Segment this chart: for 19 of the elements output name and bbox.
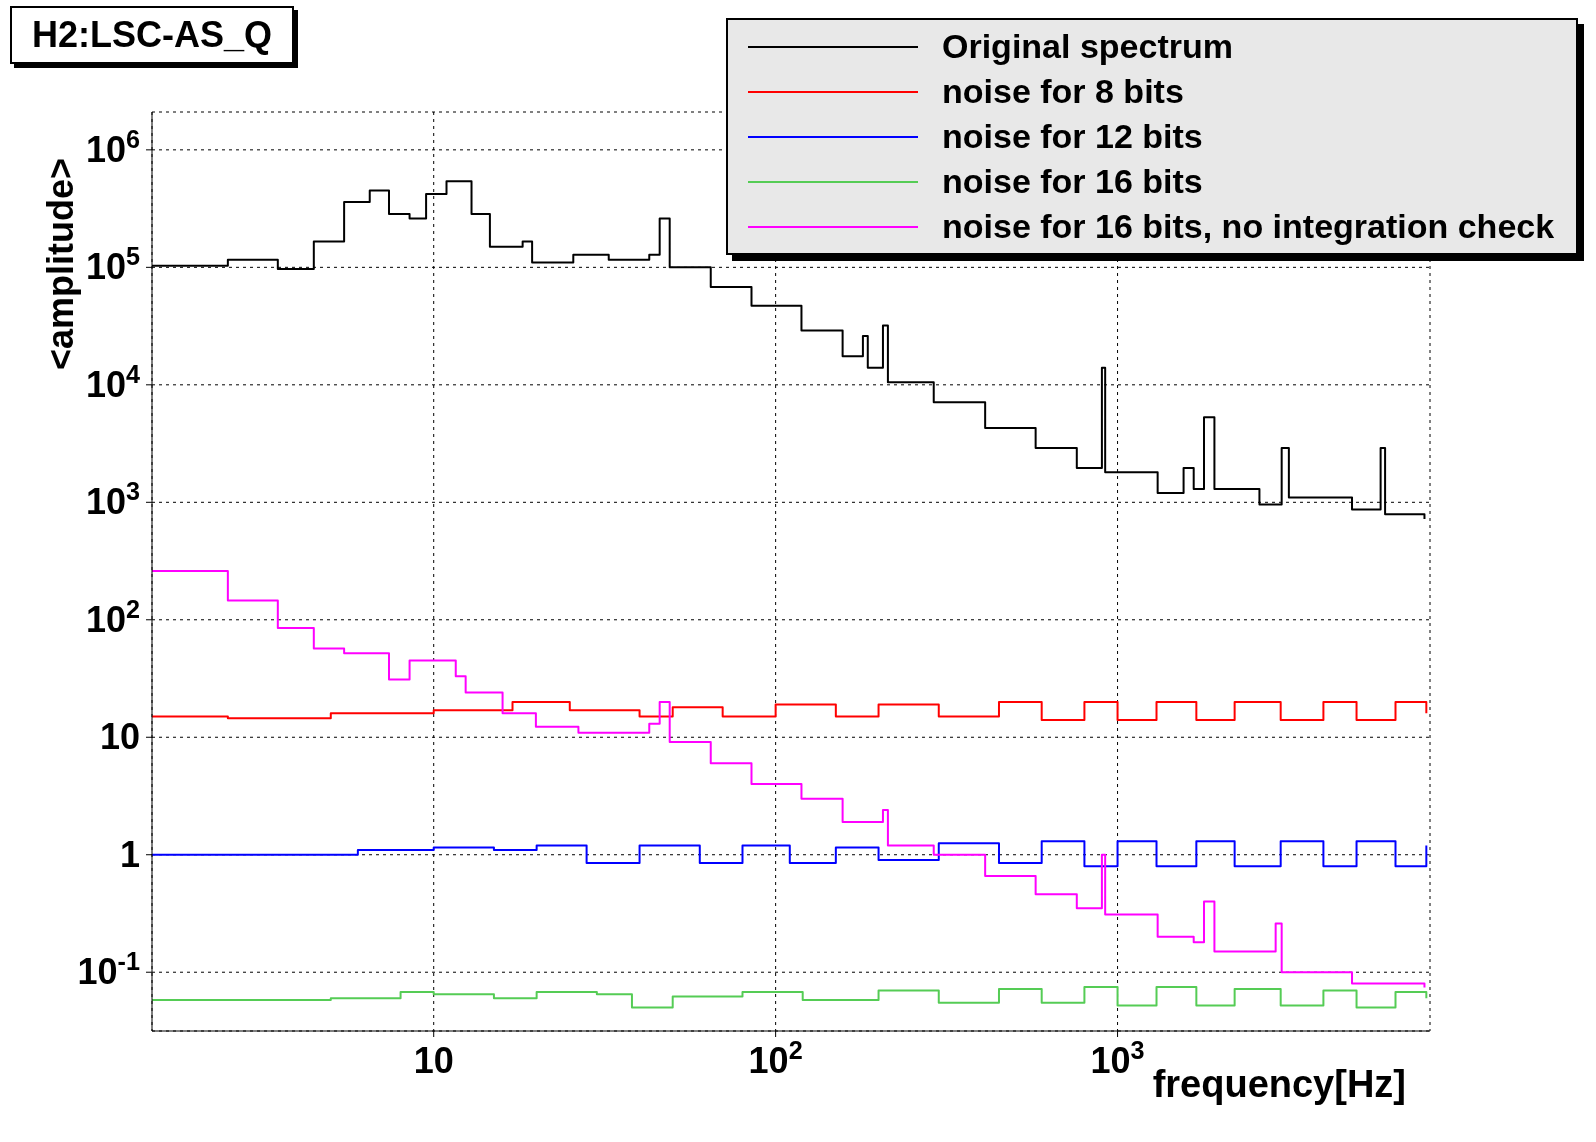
y-tick-label: 10$^{3}$ [85, 477, 140, 523]
legend-label: Original spectrum [942, 27, 1233, 66]
y-tick-label: 10$^{4}$ [85, 359, 140, 405]
legend-label: noise for 16 bits, no integration check [942, 207, 1555, 246]
y-tick-label: 10$^{-1}$ [77, 947, 140, 993]
legend-label: noise for 12 bits [942, 117, 1203, 156]
y-axis-title: <amplitude> [40, 157, 82, 370]
y-tick-label: 10 [99, 716, 140, 758]
y-tick-label: 10$^{5}$ [85, 242, 140, 288]
legend-label: noise for 16 bits [942, 162, 1203, 201]
y-tick-label: 10$^{2}$ [85, 594, 140, 640]
x-axis-title: frequency[Hz] [1152, 1063, 1406, 1106]
legend-label: noise for 8 bits [942, 72, 1184, 111]
y-tick-label: 1 [119, 833, 140, 875]
x-tick-label: 10$^{3}$ [1090, 1036, 1145, 1081]
x-tick-label: 10$^{2}$ [748, 1036, 803, 1081]
x-tick-label: 10 [413, 1040, 454, 1081]
y-tick-label: 10$^{6}$ [85, 124, 140, 170]
chart-title: H2:LSC-AS_Q [10, 6, 295, 64]
